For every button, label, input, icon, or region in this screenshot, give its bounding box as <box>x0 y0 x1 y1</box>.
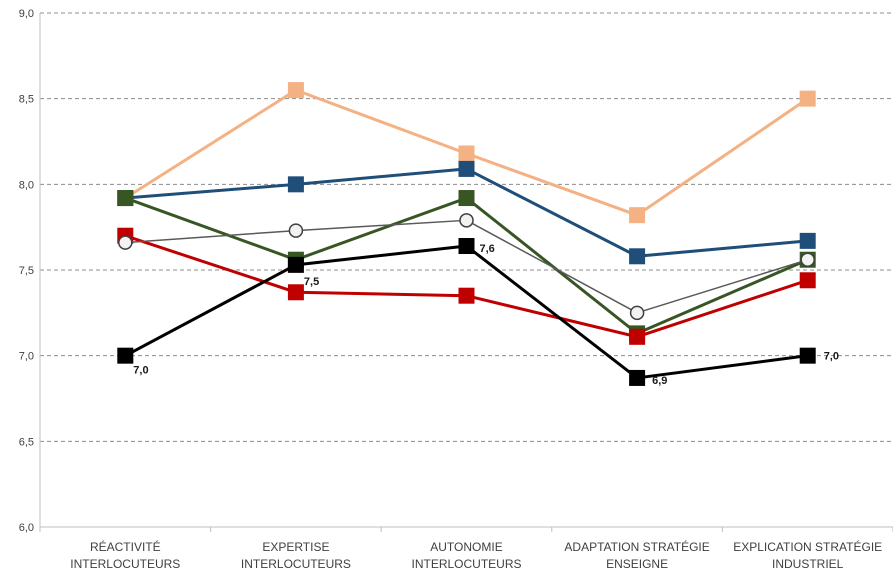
y-tick-label: 6,0 <box>19 522 34 534</box>
series-line <box>124 244 808 380</box>
data-point <box>629 305 645 321</box>
data-point <box>458 238 475 255</box>
data-point <box>629 328 646 345</box>
data-point <box>799 347 816 364</box>
x-tick-label-line: EXPERTISE <box>262 540 329 554</box>
y-tick-label: 8,5 <box>19 94 34 106</box>
data-label: 7,5 <box>304 276 319 288</box>
y-tick-label: 7,5 <box>19 265 34 277</box>
y-tick-label: 7,0 <box>19 351 34 363</box>
x-tick-label-line: AUTONOMIE <box>430 540 502 554</box>
data-point <box>629 369 646 386</box>
series-5 <box>118 213 815 321</box>
data-point <box>629 248 646 265</box>
data-point <box>799 232 816 249</box>
data-point <box>117 190 134 207</box>
data-point <box>629 207 646 224</box>
x-tick-label-line: EXPLICATION STRATÉGIE <box>733 539 882 554</box>
x-tick-label-line: INTERLOCUTEURS <box>411 557 521 571</box>
data-point <box>287 284 304 301</box>
data-point <box>287 176 304 193</box>
x-tick-label-line: INTERLOCUTEURS <box>70 557 180 571</box>
y-tick-label: 8,0 <box>19 179 34 191</box>
data-point <box>458 287 475 304</box>
x-tick-label-line: ENSEIGNE <box>606 557 668 571</box>
x-axis-tick-labels: RÉACTIVITÉ INTERLOCUTEURS EXPERTISE INTERLO… <box>70 539 882 571</box>
series-6 <box>117 238 816 386</box>
data-label: 6,9 <box>652 375 667 387</box>
gridlines <box>40 12 893 442</box>
data-point <box>458 190 475 207</box>
y-axis-tick-labels: 6,0 6,5 7,0 7,5 8,0 8,5 9,0 <box>19 8 34 534</box>
data-label: 7,0 <box>133 365 148 377</box>
data-point <box>458 160 475 177</box>
axes <box>39 13 893 532</box>
data-point <box>799 272 816 289</box>
data-point <box>288 223 304 238</box>
data-point <box>459 213 474 228</box>
data-point <box>800 252 815 267</box>
data-point <box>799 90 816 107</box>
data-label: 7,6 <box>480 243 495 255</box>
data-point <box>458 145 475 162</box>
data-point <box>117 347 134 364</box>
data-labels: 7,0 7,5 7,6 6,9 7,0 <box>133 243 839 387</box>
data-point <box>118 235 133 250</box>
x-tick-label-line: ADAPTATION STRATÉGIE <box>564 539 709 554</box>
x-tick-label-line: INDUSTRIEL <box>772 557 844 571</box>
series-group <box>117 82 816 386</box>
y-tick-label: 9,0 <box>19 8 34 20</box>
y-tick-label: 6,5 <box>19 436 34 448</box>
x-tick-label: AUTONOMIE INTERLOCUTEURS <box>411 540 521 571</box>
x-tick-label: ADAPTATION STRATÉGIE ENSEIGNE <box>564 539 709 571</box>
data-point <box>287 82 304 99</box>
series-3 <box>117 190 816 342</box>
data-label: 7,0 <box>824 351 839 363</box>
x-tick-label: RÉACTIVITÉ INTERLOCUTEURS <box>70 539 180 571</box>
x-tick-label: EXPERTISE INTERLOCUTEURS <box>241 540 351 571</box>
x-tick-label-line: INTERLOCUTEURS <box>241 557 351 571</box>
x-tick-label-line: RÉACTIVITÉ <box>90 539 161 554</box>
data-point <box>287 256 304 273</box>
x-tick-label: EXPLICATION STRATÉGIE INDUSTRIEL <box>733 539 882 571</box>
